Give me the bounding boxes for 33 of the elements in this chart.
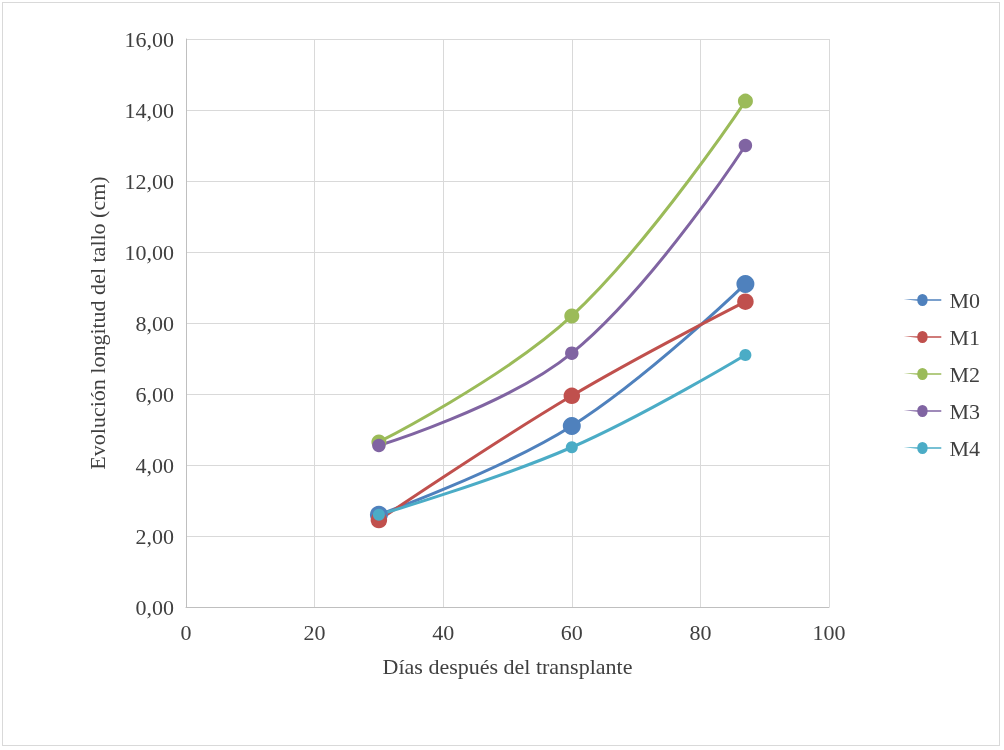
y-axis-title: Evolución longitud del tallo (cm) — [84, 176, 110, 470]
y-tick-label: 14,00 — [124, 97, 174, 123]
x-tick-label: 80 — [689, 619, 712, 645]
y-tick-label: 2,00 — [135, 523, 174, 549]
y-tick-label: 12,00 — [124, 168, 174, 194]
point — [565, 441, 578, 454]
legend-label: M4 — [949, 435, 980, 461]
point — [563, 387, 581, 405]
legend-label: M3 — [949, 398, 980, 424]
x-tick-label: 60 — [560, 619, 583, 645]
point — [562, 416, 581, 435]
point — [737, 293, 754, 310]
point — [736, 274, 755, 293]
y-tick-label: 8,00 — [135, 310, 174, 336]
y-tick-label: 6,00 — [135, 381, 174, 407]
y-tick-label: 16,00 — [124, 26, 174, 52]
y-tick-label: 4,00 — [135, 452, 174, 478]
x-tick-label: 0 — [180, 619, 192, 645]
point — [737, 93, 753, 109]
x-tick-label: 40 — [432, 619, 455, 645]
point — [372, 438, 386, 453]
x-tick-label: 20 — [303, 619, 326, 645]
legend-label: M1 — [949, 324, 980, 350]
y-tick-label: 10,00 — [124, 239, 174, 265]
point — [564, 308, 580, 324]
y-tick-label: 0,00 — [135, 594, 174, 620]
legend-label: M2 — [949, 361, 980, 387]
point — [738, 138, 753, 153]
legend-label: M0 — [949, 287, 980, 313]
point — [565, 346, 579, 360]
x-axis-title: Días después del transplante — [382, 653, 633, 679]
point — [739, 348, 752, 361]
x-tick-label: 100 — [812, 619, 846, 645]
